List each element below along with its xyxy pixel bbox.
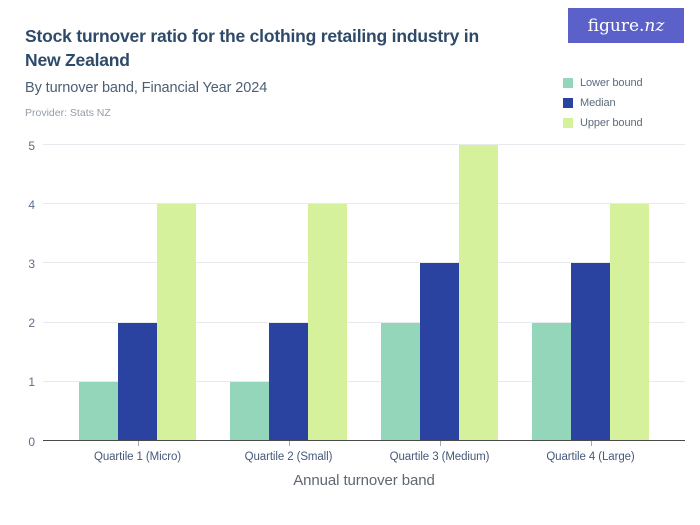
x-tick-1 <box>137 441 139 446</box>
gridline-y-4 <box>43 203 685 205</box>
bar-median-q2 <box>269 322 308 441</box>
x-tick-3 <box>439 441 441 446</box>
logo-text-suffix: nz <box>644 15 665 36</box>
y-tick-label-0: 0 <box>28 434 35 449</box>
y-tick-label-5: 5 <box>28 138 35 153</box>
bar-group-1 <box>79 145 196 441</box>
bar-median-q3 <box>420 263 459 441</box>
provider-note: Provider: Stats NZ <box>25 107 111 119</box>
y-tick-label-4: 4 <box>28 197 35 212</box>
legend-label: Median <box>580 97 616 109</box>
gridline-y-5 <box>43 144 685 145</box>
x-axis-title: Annual turnover band <box>293 472 435 489</box>
gridline-y-1 <box>43 380 685 382</box>
category-label-2: Quartile 2 (Small) <box>244 451 333 463</box>
legend-item-lower-bound: Lower bound <box>563 77 643 89</box>
bar-group-2 <box>230 145 347 441</box>
legend-label: Lower bound <box>580 77 643 89</box>
legend-swatch-icon <box>563 78 573 88</box>
bar-upper-bound-q2 <box>308 204 347 441</box>
legend-label: Upper bound <box>580 117 643 129</box>
bar-lower-bound-q1 <box>79 381 118 441</box>
legend-swatch-icon <box>563 118 573 128</box>
chart-title: Stock turnover ratio for the clothing re… <box>25 26 479 70</box>
x-tick-4 <box>590 441 592 446</box>
bar-lower-bound-q4 <box>532 322 571 441</box>
bar-upper-bound-q1 <box>157 204 196 441</box>
category-label-4: Quartile 4 (Large) <box>546 451 635 463</box>
legend-item-upper-bound: Upper bound <box>563 117 643 129</box>
y-tick-label-2: 2 <box>28 316 35 331</box>
x-tick-2 <box>288 441 290 446</box>
bar-median-q1 <box>118 322 157 441</box>
bar-group-4 <box>532 145 649 441</box>
y-tick-label-3: 3 <box>28 256 35 271</box>
category-label-3: Quartile 3 (Medium) <box>389 451 490 463</box>
chart-subtitle: By turnover band, Financial Year 2024 <box>25 80 268 96</box>
legend-item-median: Median <box>563 97 643 109</box>
bar-lower-bound-q2 <box>230 381 269 441</box>
x-axis-line <box>43 440 685 441</box>
bar-upper-bound-q3 <box>459 145 498 441</box>
legend: Lower bound Median Upper bound <box>563 77 643 129</box>
bar-upper-bound-q4 <box>610 204 649 441</box>
plot-area: 0 1 2 3 4 5 Quartile 1 (Micro) Quartile 2 (Smal… <box>28 139 685 463</box>
logo-text: figure. <box>587 15 645 36</box>
bar-median-q4 <box>571 263 610 441</box>
bar-lower-bound-q3 <box>381 322 420 441</box>
y-tick-label-1: 1 <box>28 375 35 390</box>
legend-swatch-icon <box>563 98 573 108</box>
gridline-y-2 <box>43 321 685 323</box>
bar-group-3 <box>381 145 498 441</box>
gridline-y-3 <box>43 262 685 264</box>
figurenz-logo[interactable]: figure. nz <box>568 8 684 43</box>
category-label-1: Quartile 1 (Micro) <box>93 451 182 463</box>
